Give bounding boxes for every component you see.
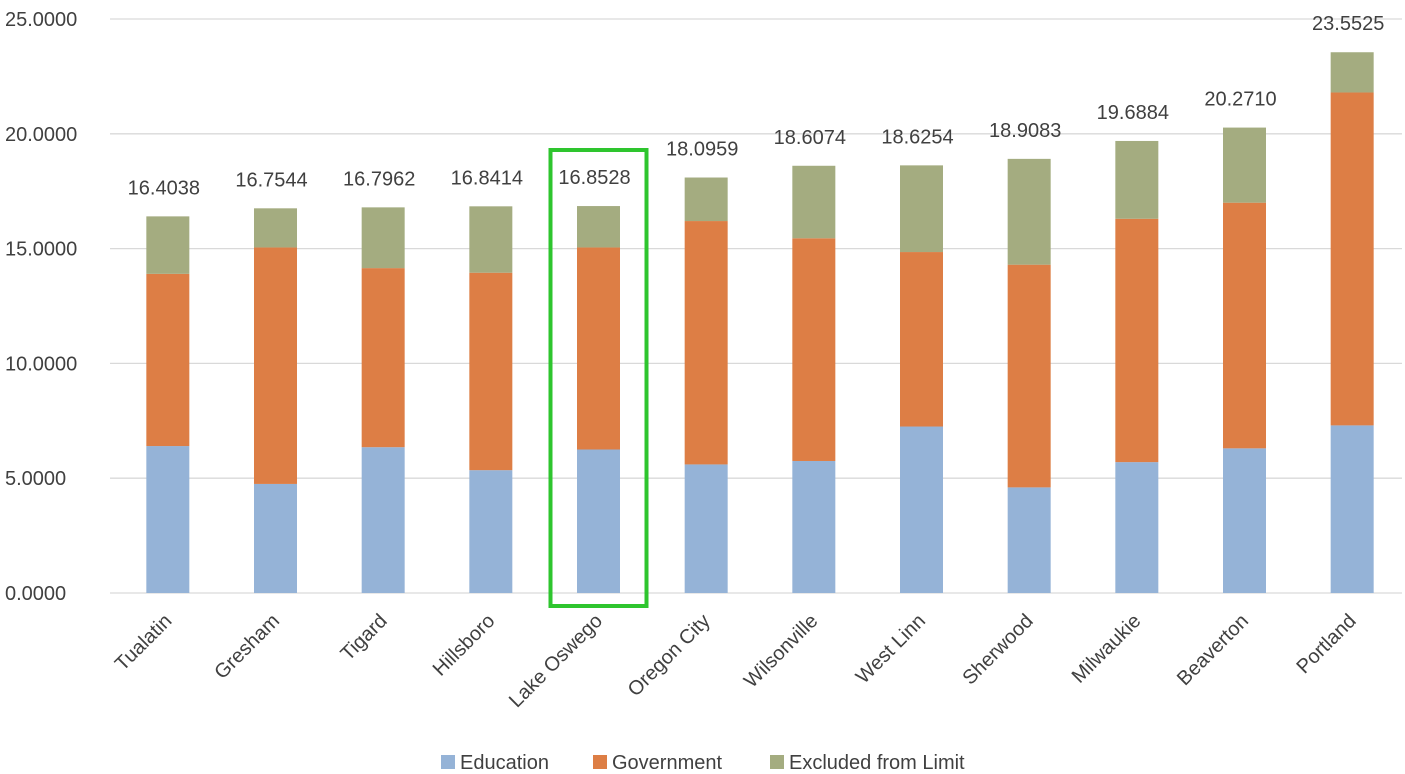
category-label-gresham: Gresham (210, 610, 284, 684)
total-label-oregon-city: 18.0959 (666, 139, 738, 161)
bar-government-tualatin (146, 273, 190, 447)
bar-excluded-from-limit-oregon-city (684, 177, 728, 222)
bar-education-milwaukie (1115, 462, 1159, 593)
bar-excluded-from-limit-sherwood (1007, 158, 1051, 265)
bar-excluded-from-limit-tualatin (146, 216, 190, 274)
legend: Education Government Excluded from Limit (441, 752, 965, 774)
bar-excluded-from-limit-portland (1330, 52, 1374, 93)
bar-education-sherwood (1007, 487, 1051, 593)
legend-swatch-government (593, 755, 607, 769)
legend-swatch-excluded-from-limit (770, 755, 784, 769)
category-label-wilsonville: Wilsonville (740, 610, 822, 692)
bar-education-west-linn (900, 426, 943, 593)
y-tick-label-3: 15.0000 (5, 239, 77, 261)
bar-education-portland (1330, 425, 1374, 593)
gridlines (110, 18, 1402, 594)
category-label-milwaukie: Milwaukie (1068, 610, 1146, 688)
y-tick-label-1: 5.0000 (5, 468, 66, 490)
category-label-tigard: Tigard (337, 610, 392, 665)
bar-education-hillsboro (469, 470, 513, 593)
bar-government-oregon-city (684, 221, 728, 465)
bar-excluded-from-limit-gresham (254, 208, 297, 248)
total-label-beaverton: 20.2710 (1204, 89, 1276, 111)
category-label-portland: Portland (1292, 610, 1360, 678)
total-label-tualatin: 16.4038 (128, 177, 200, 199)
bar-government-lake-oswego (577, 247, 620, 450)
bar-excluded-from-limit-hillsboro (469, 206, 513, 273)
bar-government-beaverton (1223, 202, 1266, 449)
bar-education-oregon-city (684, 464, 728, 593)
legend-swatch-education (441, 755, 455, 769)
highlight-box-lake-oswego (548, 148, 649, 608)
bar-government-tigard (361, 268, 405, 448)
bar-government-hillsboro (469, 272, 513, 471)
total-label-lake-oswego: 16.8528 (558, 167, 630, 189)
category-label-tualatin: Tualatin (111, 610, 176, 675)
category-label-beaverton: Beaverton (1173, 610, 1253, 690)
bar-government-gresham (254, 247, 297, 484)
total-label-wilsonville: 18.6074 (774, 127, 846, 149)
bar-excluded-from-limit-wilsonville (792, 165, 836, 239)
total-label-gresham: 16.7544 (235, 169, 307, 191)
bar-education-wilsonville (792, 460, 836, 593)
total-label-tigard: 16.7962 (343, 168, 415, 190)
legend-label-government: Government (612, 752, 722, 774)
category-label-oregon-city: Oregon City (624, 610, 715, 701)
total-label-hillsboro: 16.8414 (451, 167, 523, 189)
highlight-box (548, 148, 649, 608)
bar-government-west-linn (900, 252, 943, 427)
y-tick-label-5: 25.0000 (5, 9, 77, 31)
category-label-lake-oswego: Lake Oswego (505, 610, 607, 712)
bars (146, 52, 1374, 593)
total-labels: 16.4038 16.7544 16.7962 16.8414 16.8528 18.09… (128, 13, 1385, 199)
total-label-west-linn: 18.6254 (881, 126, 953, 148)
bar-education-tigard (361, 447, 405, 593)
bar-excluded-from-limit-milwaukie (1115, 140, 1159, 219)
bar-government-sherwood (1007, 264, 1051, 488)
y-tick-label-2: 10.0000 (5, 353, 77, 375)
bar-excluded-from-limit-tigard (361, 207, 405, 269)
category-label-west-linn: West Linn (852, 610, 930, 688)
bar-excluded-from-limit-lake-oswego (577, 206, 620, 248)
total-label-milwaukie: 19.6884 (1097, 102, 1169, 124)
category-label-hillsboro: Hillsboro (429, 610, 500, 681)
bar-government-portland (1330, 92, 1374, 426)
bar-excluded-from-limit-beaverton (1223, 127, 1266, 203)
legend-label-education: Education (460, 752, 549, 774)
bar-education-gresham (254, 483, 297, 593)
y-tick-label-0: 0.0000 (5, 583, 66, 605)
y-axis-ticks: 0.0000 5.0000 10.0000 15.0000 20.0000 25.0000 (5, 9, 77, 605)
legend-label-excluded-from-limit: Excluded from Limit (789, 752, 965, 774)
y-tick-label-4: 20.0000 (5, 124, 77, 146)
bar-government-milwaukie (1115, 218, 1159, 463)
bar-excluded-from-limit-west-linn (900, 165, 943, 253)
x-axis-categories: Tualatin Gresham Tigard Hillsboro Lake Osweg… (111, 610, 1361, 712)
bar-education-beaverton (1223, 448, 1266, 593)
total-label-portland: 23.5525 (1312, 13, 1384, 35)
bar-education-tualatin (146, 446, 190, 593)
bar-education-lake-oswego (577, 449, 620, 593)
bar-government-wilsonville (792, 238, 836, 461)
total-label-sherwood: 18.9083 (989, 120, 1061, 142)
category-label-sherwood: Sherwood (958, 610, 1037, 689)
